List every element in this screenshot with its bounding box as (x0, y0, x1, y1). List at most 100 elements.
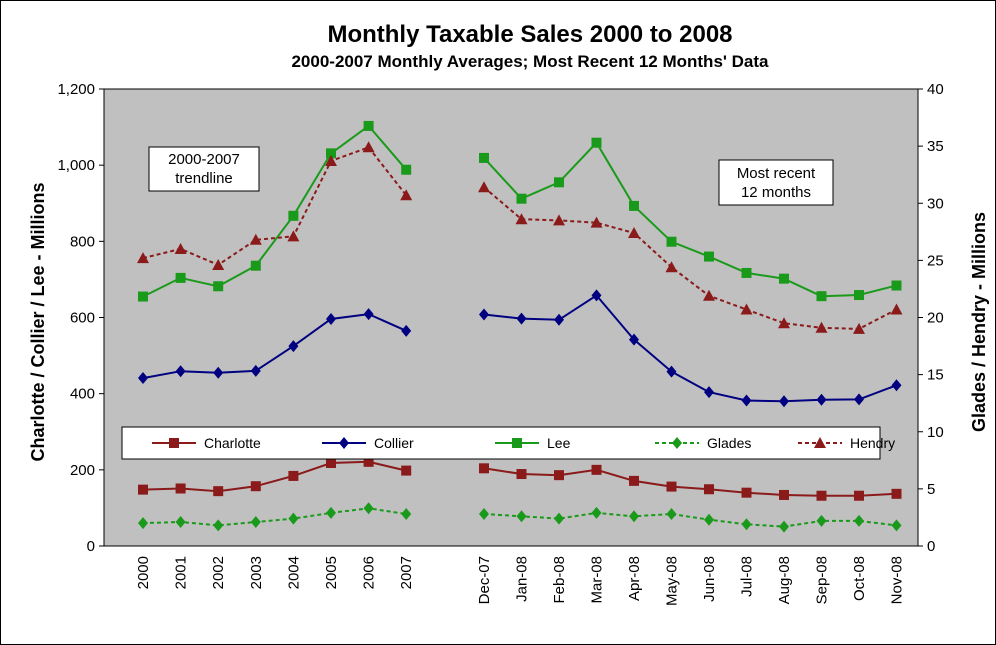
legend-collier-point (339, 437, 349, 449)
series-glades-point (516, 510, 527, 523)
legend-lee-point (512, 438, 522, 448)
legend-glades: Glades (655, 435, 751, 451)
series-hendry (137, 141, 903, 334)
annotation-recent-line1: Most recent (737, 165, 816, 182)
series-glades-point (479, 508, 489, 521)
series-collier-point (629, 333, 639, 346)
annotation-trendline-line1: 2000-2007 (168, 151, 240, 168)
legend: Charlotte Collier Lee Glades Hendry (121, 426, 895, 460)
x-tick-label-monthly: Feb-08 (551, 556, 568, 604)
series-glades-point (854, 514, 864, 527)
series-hendry-point (515, 213, 528, 225)
y-right-tick-label: 20 (927, 310, 944, 327)
series-collier-point (516, 312, 527, 325)
series-lee-point (326, 148, 336, 159)
series-glades (138, 502, 902, 533)
series-hendry-point (628, 226, 640, 238)
y-right-tick-label: 5 (927, 481, 935, 498)
series-hendry-point (778, 317, 790, 329)
series-glades-point (250, 516, 261, 529)
legend-charlotte-point (169, 438, 179, 448)
y-left-tick-label: 200 (70, 462, 95, 479)
x-tick-label-monthly: Sep-08 (814, 556, 831, 604)
series-glades-point (779, 520, 789, 533)
y-axis-left-label: Charlotte / Collier / Lee - Millions (28, 182, 48, 461)
series-glades-point (591, 506, 602, 519)
series-glades-line-annual (142, 507, 407, 527)
legend-hendry-point (814, 437, 826, 448)
series-collier-point (138, 372, 148, 385)
series-charlotte-point (779, 489, 789, 500)
series-charlotte-point (250, 481, 261, 492)
series-lee-line-monthly (483, 141, 897, 298)
x-tick-label-monthly: Oct-08 (851, 556, 868, 601)
series-hendry-point (815, 321, 828, 333)
series-glades-line-monthly (483, 511, 897, 528)
series-collier-point (779, 395, 789, 408)
series-lee-point (479, 152, 489, 163)
y-left-tick-label: 1,200 (57, 81, 95, 98)
series-collier-point (213, 366, 224, 379)
x-tick-label-annual: 2000 (135, 556, 152, 589)
series-hendry-point (400, 189, 413, 201)
series-collier-point (479, 308, 489, 321)
series-lee-point (816, 291, 827, 302)
legend-lee: Lee (495, 435, 571, 451)
series-hendry-point (478, 181, 490, 193)
series-hendry-line-annual (142, 146, 407, 267)
series-hendry-point (553, 214, 565, 226)
series-collier-point (704, 386, 714, 399)
series-collier-point (741, 394, 752, 407)
x-tick-label-monthly: Jan-08 (514, 556, 531, 602)
x-tick-label-annual: 2004 (285, 556, 302, 589)
series-glades-point (138, 517, 148, 530)
x-tick-label-monthly: Mar-08 (589, 556, 606, 604)
series-hendry-point (287, 230, 300, 242)
series-glades-point (891, 519, 902, 532)
series-hendry-point (174, 242, 187, 254)
series-collier-line-annual (142, 313, 407, 380)
x-tick-label-annual: 2006 (361, 556, 378, 589)
y-left-tick-label: 1,000 (57, 157, 95, 174)
annotation-trendline: 2000-2007 trendline (148, 146, 260, 192)
series-hendry-point (740, 303, 753, 315)
series-lee-point (213, 281, 224, 292)
x-tick-label-monthly: Jun-08 (701, 556, 718, 602)
series-collier-point (854, 393, 864, 406)
x-tick-label-annual: 2007 (398, 556, 415, 589)
series-collier-point (816, 393, 827, 406)
series-glades-point (363, 502, 374, 515)
series-hendry-point (249, 233, 262, 245)
series-charlotte-point (213, 486, 224, 497)
series-collier-point (666, 365, 677, 378)
series-charlotte-point (554, 470, 564, 481)
series-charlotte (138, 456, 902, 501)
series-charlotte-point (175, 483, 186, 494)
series-charlotte-point (288, 470, 299, 481)
series-lee-line-annual (142, 124, 407, 298)
series-glades-point (175, 516, 186, 529)
y-right-tick-label: 25 (927, 252, 944, 269)
series-charlotte-point (516, 469, 527, 480)
chart-subtitle: 2000-2007 Monthly Averages; Most Recent … (291, 52, 769, 71)
x-tick-label-monthly: Aug-08 (776, 556, 793, 604)
legend-charlotte: Charlotte (152, 435, 261, 451)
series-glades-point (666, 508, 677, 521)
legend-glades-point (672, 437, 682, 449)
y-left-tick-label: 600 (70, 310, 95, 327)
x-tick-label-monthly: Dec-07 (476, 556, 493, 604)
series-lee-point (554, 177, 564, 188)
series-collier-point (363, 308, 374, 321)
series-hendry-point (703, 289, 715, 301)
series-lee-point (516, 193, 527, 204)
series-hendry-point (890, 303, 903, 315)
series-collier-point (401, 324, 412, 337)
y-left-tick-label: 0 (87, 538, 95, 555)
series-glades-point (213, 519, 224, 532)
series-charlotte-point (479, 463, 489, 474)
legend-collier: Collier (322, 435, 414, 451)
series-charlotte-point (666, 481, 677, 492)
axes: 0 200 400 600 800 1,000 1,200 0 5 10 15 20 25 30 35 40 2… (57, 81, 943, 606)
series-lee-point (250, 260, 261, 271)
